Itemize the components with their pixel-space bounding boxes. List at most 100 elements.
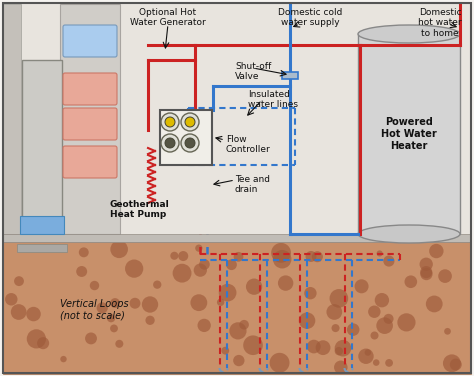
Circle shape — [191, 294, 207, 311]
Circle shape — [329, 289, 348, 308]
Circle shape — [37, 337, 49, 349]
Circle shape — [327, 304, 342, 320]
FancyBboxPatch shape — [63, 73, 117, 105]
Bar — [358, 34, 460, 234]
Circle shape — [312, 251, 323, 262]
Circle shape — [273, 250, 292, 268]
Circle shape — [368, 306, 381, 318]
Circle shape — [419, 258, 433, 271]
Circle shape — [376, 317, 393, 334]
Circle shape — [110, 324, 118, 332]
Circle shape — [404, 275, 417, 288]
Circle shape — [278, 275, 293, 291]
Circle shape — [97, 302, 108, 314]
Circle shape — [233, 355, 245, 366]
Circle shape — [226, 259, 237, 270]
Circle shape — [420, 268, 433, 280]
Circle shape — [373, 359, 380, 366]
Circle shape — [420, 266, 432, 278]
Polygon shape — [3, 242, 471, 374]
Circle shape — [110, 241, 128, 258]
FancyBboxPatch shape — [63, 25, 117, 57]
Circle shape — [153, 280, 161, 289]
Ellipse shape — [358, 225, 460, 243]
Circle shape — [450, 359, 462, 370]
Bar — [3, 234, 471, 242]
Circle shape — [5, 293, 18, 306]
Bar — [3, 4, 471, 234]
Circle shape — [234, 252, 243, 262]
Bar — [160, 110, 212, 165]
Circle shape — [365, 349, 371, 356]
Circle shape — [198, 319, 211, 332]
Text: Geothermal
Heat Pump: Geothermal Heat Pump — [110, 200, 170, 220]
Circle shape — [347, 323, 359, 336]
Circle shape — [185, 138, 195, 148]
Circle shape — [90, 281, 99, 290]
Circle shape — [271, 243, 291, 263]
Circle shape — [199, 259, 210, 270]
Circle shape — [125, 259, 143, 278]
Text: Optional Hot
Water Generator: Optional Hot Water Generator — [130, 8, 206, 27]
Circle shape — [165, 138, 175, 148]
Circle shape — [438, 269, 452, 283]
FancyBboxPatch shape — [63, 146, 117, 178]
Bar — [282, 72, 298, 79]
Text: Powered
Hot Water
Heater: Powered Hot Water Heater — [381, 117, 437, 151]
Circle shape — [217, 299, 224, 306]
Circle shape — [371, 332, 379, 340]
Circle shape — [85, 332, 97, 344]
Circle shape — [426, 296, 443, 312]
Circle shape — [299, 312, 315, 329]
Circle shape — [60, 356, 67, 362]
Bar — [17, 244, 67, 252]
Circle shape — [173, 264, 191, 283]
FancyBboxPatch shape — [63, 108, 117, 140]
Circle shape — [375, 293, 389, 307]
Text: Tee and
drain: Tee and drain — [235, 175, 270, 194]
Bar — [22, 60, 62, 230]
Circle shape — [178, 251, 188, 261]
Circle shape — [331, 324, 339, 332]
Text: Vertical Loops
(not to scale): Vertical Loops (not to scale) — [60, 299, 128, 321]
Circle shape — [146, 315, 155, 325]
Circle shape — [219, 284, 237, 302]
Circle shape — [397, 313, 416, 332]
Circle shape — [161, 113, 179, 131]
Circle shape — [243, 335, 263, 355]
Circle shape — [239, 320, 249, 329]
Circle shape — [383, 255, 394, 267]
Circle shape — [270, 353, 290, 373]
Circle shape — [107, 314, 115, 322]
Circle shape — [110, 298, 120, 308]
Circle shape — [221, 347, 229, 355]
Ellipse shape — [358, 25, 460, 43]
Circle shape — [246, 279, 262, 295]
Circle shape — [307, 340, 321, 353]
Circle shape — [165, 117, 175, 127]
Circle shape — [14, 276, 24, 286]
Circle shape — [229, 322, 246, 340]
Circle shape — [385, 359, 393, 367]
Bar — [60, 4, 120, 234]
Circle shape — [181, 113, 199, 131]
Circle shape — [195, 244, 202, 252]
Text: Flow
Controller: Flow Controller — [226, 135, 271, 155]
Circle shape — [115, 340, 123, 348]
Circle shape — [170, 252, 178, 260]
Circle shape — [429, 244, 444, 258]
Circle shape — [194, 264, 207, 277]
Circle shape — [335, 347, 343, 355]
Text: Shut-off
Valve: Shut-off Valve — [235, 62, 271, 81]
Text: Domestic cold
water supply: Domestic cold water supply — [278, 8, 342, 27]
Circle shape — [304, 287, 317, 299]
Circle shape — [181, 134, 199, 152]
Text: Domestic
hot water
to home: Domestic hot water to home — [418, 8, 462, 38]
Circle shape — [444, 328, 451, 335]
Circle shape — [306, 251, 317, 262]
Circle shape — [185, 117, 195, 127]
Bar — [3, 4, 21, 234]
Circle shape — [443, 354, 461, 372]
Circle shape — [26, 307, 41, 321]
Circle shape — [27, 329, 46, 349]
